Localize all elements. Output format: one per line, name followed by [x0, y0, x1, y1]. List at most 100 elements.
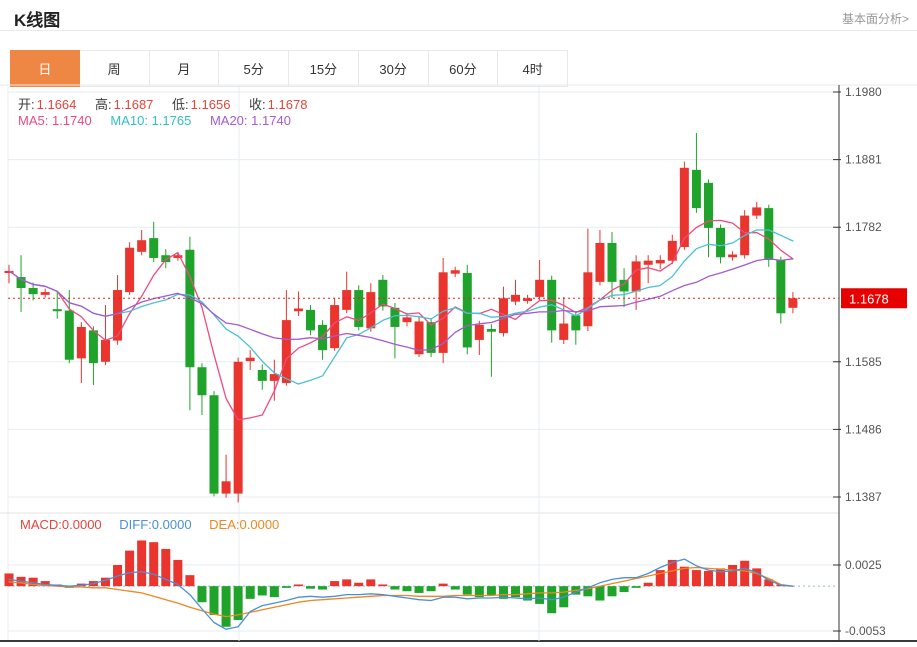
macd-bar [535, 586, 545, 604]
candle [197, 367, 207, 396]
y-axis-label: 1.1782 [845, 220, 882, 234]
macd-bar [293, 584, 303, 587]
tab-月[interactable]: 月 [149, 50, 220, 87]
y-axis-label: 1.1486 [845, 422, 882, 436]
macd-bar [378, 584, 388, 587]
macd-bar [655, 570, 665, 587]
macd-bar [306, 586, 315, 589]
candle [764, 208, 774, 261]
tab-日[interactable]: 日 [10, 50, 80, 87]
current-price-badge [841, 288, 907, 309]
candle [728, 254, 738, 258]
candle [679, 167, 689, 248]
candle [438, 272, 448, 353]
candle [161, 255, 171, 263]
macd-bar [390, 586, 400, 590]
macd-bar [185, 575, 195, 587]
candle [559, 323, 569, 340]
macd-bar [173, 559, 183, 587]
macd-bar [28, 577, 38, 587]
macd-bar [740, 560, 750, 587]
candle [716, 227, 726, 258]
fundamental-analysis-link[interactable]: 基本面分析> [841, 12, 909, 26]
candle [293, 308, 303, 312]
macd-bar [703, 570, 713, 587]
macd-bar [486, 586, 496, 596]
candle [643, 260, 653, 265]
macd-bar [161, 548, 171, 587]
macd-bar [752, 568, 762, 587]
current-price-line: 1.1678 [8, 288, 907, 309]
candle [113, 290, 123, 341]
candle [306, 309, 315, 331]
tab-4时[interactable]: 4时 [498, 50, 568, 87]
macd-bar [149, 542, 159, 587]
ma10-line [8, 229, 794, 385]
candle [378, 279, 388, 307]
page-title: K线图 [14, 11, 61, 30]
tab-周[interactable]: 周 [79, 50, 150, 87]
candle [703, 182, 713, 228]
candle [667, 240, 677, 261]
candle [76, 326, 86, 359]
macd-bar [619, 586, 629, 593]
macd-axis-label: -0.0053 [845, 624, 886, 638]
macd-bar [583, 586, 593, 597]
macd-bar [679, 566, 689, 587]
tab-60分[interactable]: 60分 [428, 50, 499, 87]
dea-line [8, 566, 794, 618]
candle [607, 242, 617, 282]
macd-bar [450, 586, 460, 590]
candle [64, 310, 74, 360]
macd-bar [257, 586, 267, 596]
macd-axis-label: 0.0025 [845, 558, 882, 572]
candle [462, 272, 472, 348]
tab-30分[interactable]: 30分 [358, 50, 429, 87]
y-axis-label: 1.1980 [845, 85, 882, 99]
candle [125, 247, 135, 293]
macd-bar [667, 559, 677, 587]
candle [342, 290, 352, 310]
macd-bar [209, 586, 219, 615]
candle [185, 249, 195, 368]
chart-grid [0, 84, 917, 642]
candle [209, 395, 219, 494]
y-axis-label: 1.1881 [845, 153, 882, 167]
candle [571, 315, 581, 331]
diff-line [8, 558, 794, 630]
macd-bar [245, 586, 255, 599]
y-axis-label: 1.1387 [845, 490, 882, 504]
candle [752, 207, 762, 216]
candle [426, 322, 436, 353]
macd-bar [716, 568, 726, 587]
candle [281, 320, 291, 383]
macd-bar [764, 579, 774, 587]
candle [788, 298, 798, 308]
macd-bar [643, 582, 653, 587]
candle [330, 305, 340, 349]
macd-bar [414, 586, 424, 593]
candle [233, 361, 243, 494]
macd-bar [40, 581, 50, 587]
candles [4, 132, 798, 503]
ma20-line [8, 258, 794, 352]
candle [173, 255, 183, 258]
macd-bar [281, 586, 291, 588]
macd-bar [221, 586, 231, 627]
macd-bar [595, 586, 605, 601]
candle [511, 294, 521, 302]
candle [631, 261, 641, 292]
candle [655, 260, 665, 264]
tab-5分[interactable]: 5分 [219, 50, 289, 87]
macd-bar [197, 586, 207, 603]
candle [40, 292, 50, 295]
candle [269, 374, 279, 381]
candle [535, 279, 545, 297]
macd-bar [438, 583, 448, 587]
candle [100, 339, 110, 362]
tab-15分[interactable]: 15分 [289, 50, 359, 87]
macd-bar [691, 570, 701, 587]
period-tab-bar: 日周月 5分 15分 30分 60分 4时 [10, 50, 568, 87]
candle [402, 317, 412, 323]
